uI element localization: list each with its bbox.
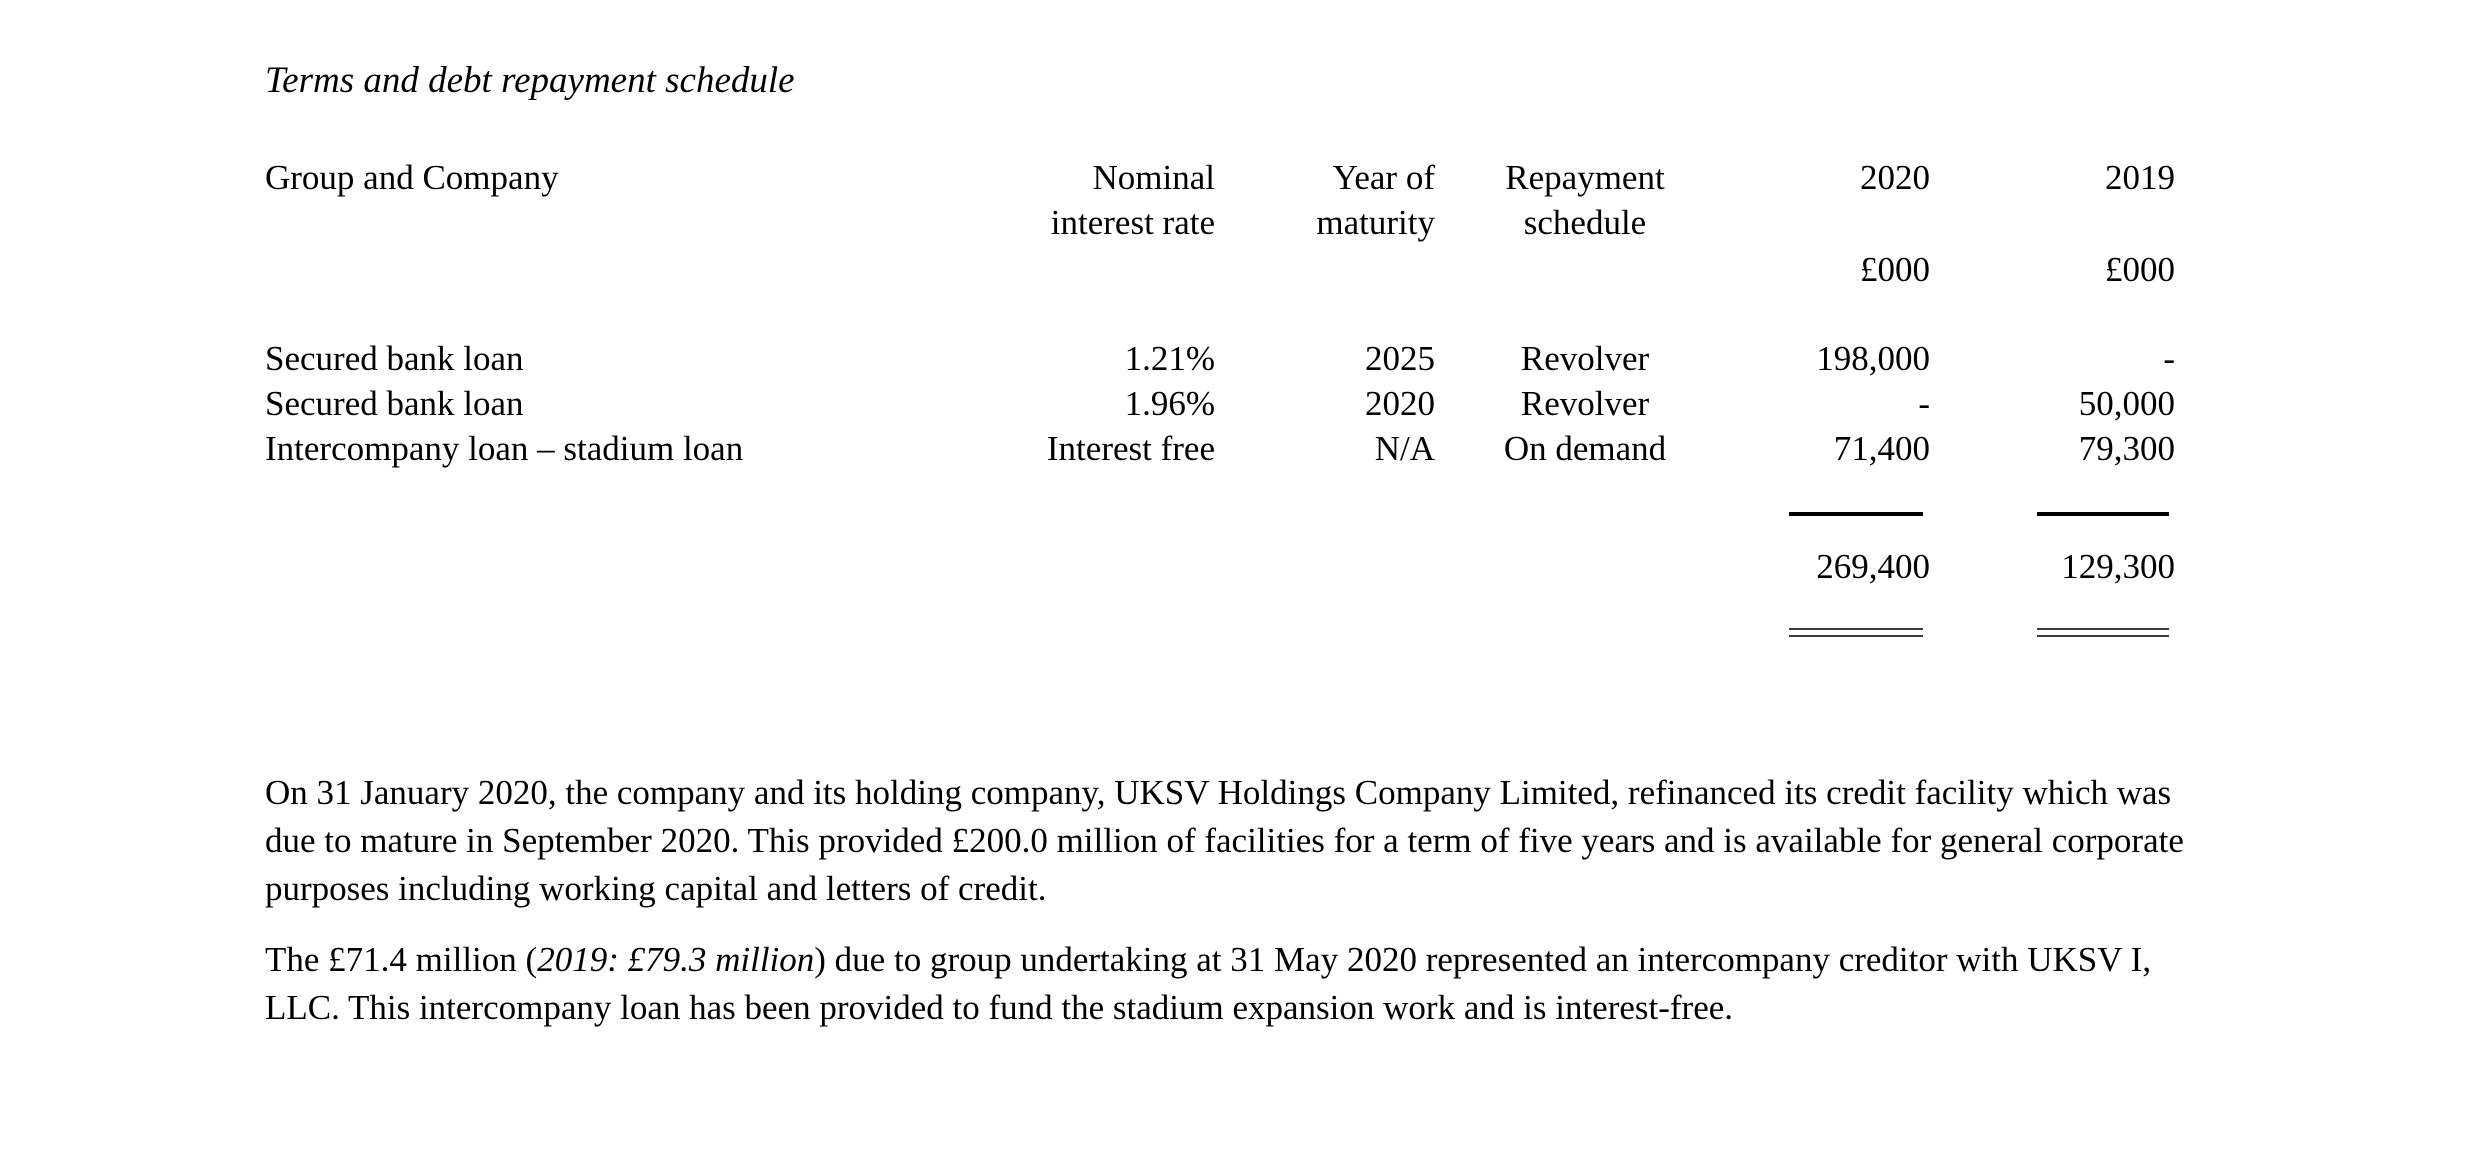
table-unit-row: £000 £000 bbox=[265, 245, 2175, 292]
cell-repayment-schedule: Revolver bbox=[1520, 339, 1650, 378]
document-title: Terms and debt repayment schedule bbox=[265, 60, 795, 101]
double-rule-2019 bbox=[2037, 628, 2169, 637]
cell-repayment-schedule: On demand bbox=[1503, 429, 1667, 468]
cell-maturity: N/A bbox=[1374, 429, 1435, 468]
single-rule-2020 bbox=[1789, 512, 1923, 516]
cell-interest-rate: 1.21% bbox=[1124, 339, 1215, 378]
cell-loan-name: Intercompany loan – stadium loan bbox=[265, 429, 744, 468]
paragraph-refinancing: On 31 January 2020, the company and its … bbox=[265, 773, 2184, 908]
column-header-group-and-company: Group and Company bbox=[265, 158, 559, 197]
paragraph-intercompany-part2: ) due to group undertaking at 31 May 202… bbox=[265, 940, 2152, 1027]
cell-repayment-schedule: Revolver bbox=[1520, 384, 1650, 423]
paragraph-intercompany-loan: The £71.4 million (2019: £79.3 million) … bbox=[265, 936, 2215, 1032]
column-header-year-of-maturity: Year of maturity bbox=[1316, 158, 1435, 242]
paragraph-intercompany-prior-year: 2019: £79.3 million bbox=[537, 940, 815, 979]
cell-amount-2020: - bbox=[1918, 384, 1930, 423]
cell-interest-rate: Interest free bbox=[1046, 429, 1215, 468]
cell-loan-name: Secured bank loan bbox=[265, 339, 524, 378]
total-rule-row bbox=[265, 471, 2175, 516]
cell-amount-2020: 198,000 bbox=[1816, 339, 1930, 378]
paragraph-intercompany-part1: The £71.4 million ( bbox=[265, 940, 538, 979]
table-gap-row bbox=[265, 292, 2175, 336]
column-header-repayment-schedule: Repayment schedule bbox=[1505, 158, 1665, 242]
debt-repayment-table: Group and Company Nominal interest rate Y… bbox=[265, 155, 2175, 637]
cell-amount-2019: 50,000 bbox=[2078, 384, 2175, 423]
total-amount-2020: 269,400 bbox=[1816, 547, 1930, 586]
cell-loan-name: Secured bank loan bbox=[265, 384, 524, 423]
single-rule-2019 bbox=[2037, 512, 2169, 516]
table-total-row: 269,400 129,300 bbox=[265, 516, 2175, 589]
cell-amount-2019: - bbox=[2163, 339, 2175, 378]
cell-maturity: 2025 bbox=[1365, 339, 1435, 378]
unit-2019: £000 bbox=[2105, 250, 2175, 289]
total-double-rule-row bbox=[265, 589, 2175, 637]
column-header-2020: 2020 bbox=[1860, 158, 1930, 197]
table-row: Secured bank loan 1.21% 2025 Revolver 19… bbox=[265, 336, 2175, 381]
cell-maturity: 2020 bbox=[1365, 384, 1435, 423]
cell-interest-rate: 1.96% bbox=[1124, 384, 1215, 423]
table-header-row: Group and Company Nominal interest rate Y… bbox=[265, 155, 2175, 245]
cell-amount-2019: 79,300 bbox=[2078, 429, 2175, 468]
total-amount-2019: 129,300 bbox=[2061, 547, 2175, 586]
unit-2020: £000 bbox=[1860, 250, 1930, 289]
cell-amount-2020: 71,400 bbox=[1833, 429, 1930, 468]
column-header-2019: 2019 bbox=[2105, 158, 2175, 197]
double-rule-2020 bbox=[1789, 628, 1923, 637]
table-row: Secured bank loan 1.96% 2020 Revolver - … bbox=[265, 381, 2175, 426]
column-header-nominal-interest-rate: Nominal interest rate bbox=[1050, 158, 1215, 242]
table-row: Intercompany loan – stadium loan Interes… bbox=[265, 426, 2175, 471]
